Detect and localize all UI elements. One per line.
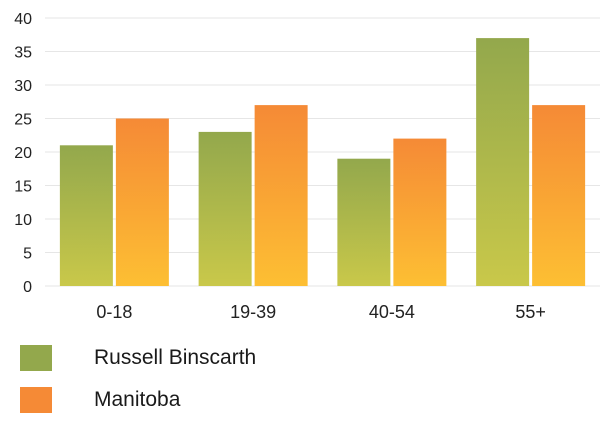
bar-manitoba-40-54 — [393, 138, 447, 286]
y-axis-ticks: 0 5 10 15 20 25 30 35 40 — [14, 11, 32, 296]
bar-manitoba-55+ — [532, 105, 586, 286]
legend-item-manitoba: Manitoba — [20, 382, 256, 418]
bars — [59, 38, 586, 286]
legend-label: Manitoba — [94, 388, 181, 411]
y-tick-label: 10 — [14, 212, 32, 229]
bar-manitoba-19-39 — [254, 105, 308, 286]
y-tick-label: 5 — [23, 246, 32, 263]
bar-russell-binscarth-0-18 — [59, 145, 113, 286]
legend-item-russell-binscarth: Russell Binscarth — [20, 340, 256, 376]
legend: Russell Binscarth Manitoba — [20, 340, 256, 424]
y-tick-label: 0 — [23, 279, 32, 296]
bar-manitoba-0-18 — [115, 118, 169, 286]
x-tick-label: 40-54 — [369, 302, 415, 322]
x-axis-ticks: 0-18 19-39 40-54 55+ — [96, 302, 546, 322]
legend-swatch-manitoba — [20, 387, 52, 413]
y-tick-label: 40 — [14, 11, 32, 28]
y-tick-label: 35 — [14, 45, 32, 62]
x-tick-label: 19-39 — [230, 302, 276, 322]
bar-russell-binscarth-19-39 — [198, 131, 252, 286]
y-tick-label: 15 — [14, 179, 32, 196]
y-tick-label: 30 — [14, 78, 32, 95]
x-tick-label: 55+ — [515, 302, 546, 322]
bar-russell-binscarth-40-54 — [337, 158, 391, 286]
y-tick-label: 25 — [14, 112, 32, 129]
legend-swatch-russell-binscarth — [20, 345, 52, 371]
y-tick-label: 20 — [14, 145, 32, 162]
bar-russell-binscarth-55+ — [476, 38, 530, 286]
bar-chart: 0 5 10 15 20 25 30 35 40 0-18 19-39 40-54 55+ — [14, 11, 600, 322]
x-tick-label: 0-18 — [96, 302, 132, 322]
legend-label: Russell Binscarth — [94, 346, 257, 369]
